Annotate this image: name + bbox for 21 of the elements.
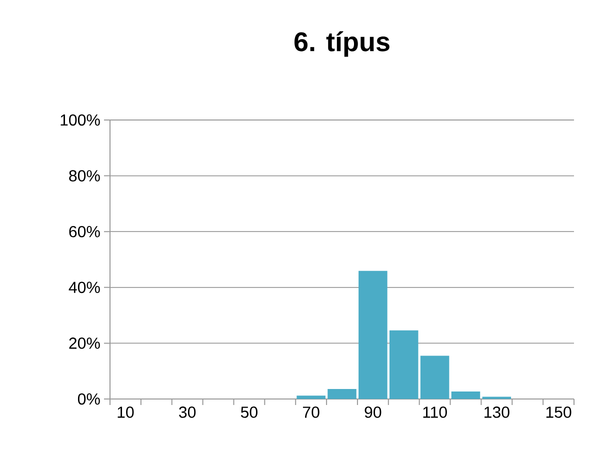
- y-tick-label: 20%: [69, 338, 100, 349]
- chart-title: 6. típus: [294, 31, 390, 57]
- y-tick-label: 0%: [78, 393, 100, 405]
- bar: [296, 396, 326, 399]
- bar: [451, 391, 480, 399]
- bar: [389, 330, 418, 399]
- x-tick-label: 70: [302, 406, 320, 418]
- x-tick-label: 110: [423, 406, 447, 418]
- x-tick-label: 10: [118, 406, 134, 418]
- x-tick-label: 90: [364, 406, 382, 418]
- bar: [328, 388, 356, 399]
- x-tick-label: 150: [546, 406, 572, 418]
- x-tick-label: 30: [179, 406, 196, 418]
- x-tick-label: 130: [484, 406, 510, 418]
- y-tick-label: 100%: [60, 114, 100, 126]
- x-tick-label: 50: [240, 406, 258, 418]
- y-tick-label: 80%: [69, 170, 100, 182]
- bar: [420, 356, 450, 399]
- bar: [358, 270, 388, 399]
- y-tick-label: 60%: [69, 226, 100, 238]
- y-tick-label: 40%: [68, 282, 100, 294]
